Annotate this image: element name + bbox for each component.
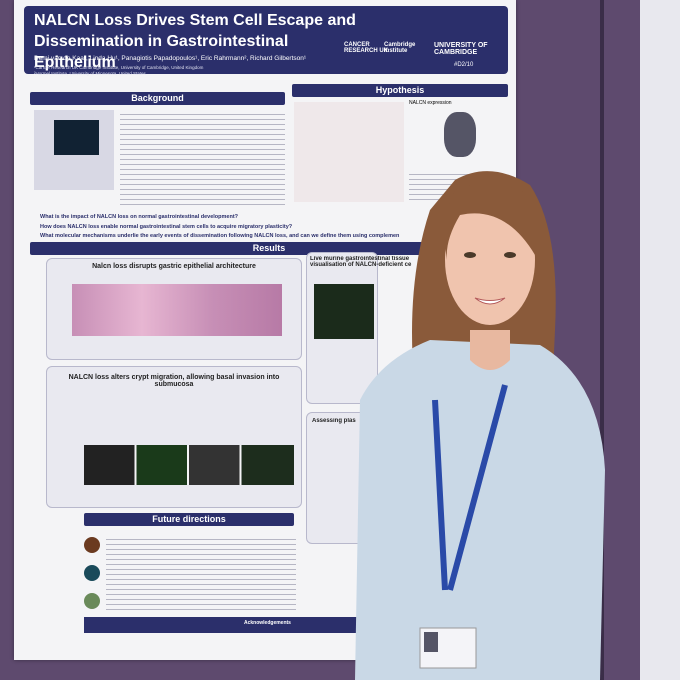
icon [84,593,100,609]
panel-title: Nalcn loss disrupts gastric epithelial a… [92,263,256,270]
question: What is the impact of NALCN loss on norm… [40,214,239,220]
microscopy-images [84,445,294,485]
hypothesis-figure [294,102,404,202]
panel-title: Live murine gastrointestinal tissue visu… [310,256,412,268]
panel-title: NALCN loss alters crypt migration, allow… [68,374,280,388]
shirt [355,340,605,680]
icon [84,565,100,581]
affiliation: ¹Cancer Research UK Cambridge Institute,… [34,65,204,70]
eye [464,252,476,258]
panel-title: Assessing plas [312,418,356,424]
logo: Cambridge Institute [384,42,416,54]
question: How does NALCN loss enable normal gastro… [40,224,293,230]
question: What molecular mechanisms underlie the e… [40,233,400,239]
figure-label: NALCN expression [409,100,452,106]
histology-image [72,284,282,336]
affiliation: ²Hormel Institute, University of Minneso… [34,71,146,76]
eye [504,252,516,258]
footer-text: Acknowledgements [244,620,291,626]
section-header: Hypothesis [292,84,508,97]
section-header: Results [30,242,508,255]
body-text [106,535,296,613]
poster-title: NALCN Loss Drives Stem Cell Escape and D… [34,12,356,71]
microscopy-image [314,284,374,339]
title-bar [24,6,508,74]
footer-bar [84,617,376,633]
hypothesis-icon [444,112,476,157]
logo: UNIVERSITY OF CAMBRIDGE [434,42,488,56]
neighbor-poster [640,0,680,680]
section-header: Background [30,92,285,105]
smile [474,297,506,305]
logo: CANCER RESEARCH UK [344,42,389,54]
figure-image [54,120,99,155]
hair-front [444,183,537,260]
body-text [120,110,285,205]
poster-code: #D2/10 [454,62,474,68]
section-header: Future directions [84,513,294,526]
neck [470,330,510,370]
badge-photo [424,632,438,652]
board-edge [600,0,604,680]
lanyard [432,384,508,591]
icon [84,537,100,553]
authors: Demi van de Kaa¹, Linda Hu¹, Panagiotis … [34,55,307,62]
